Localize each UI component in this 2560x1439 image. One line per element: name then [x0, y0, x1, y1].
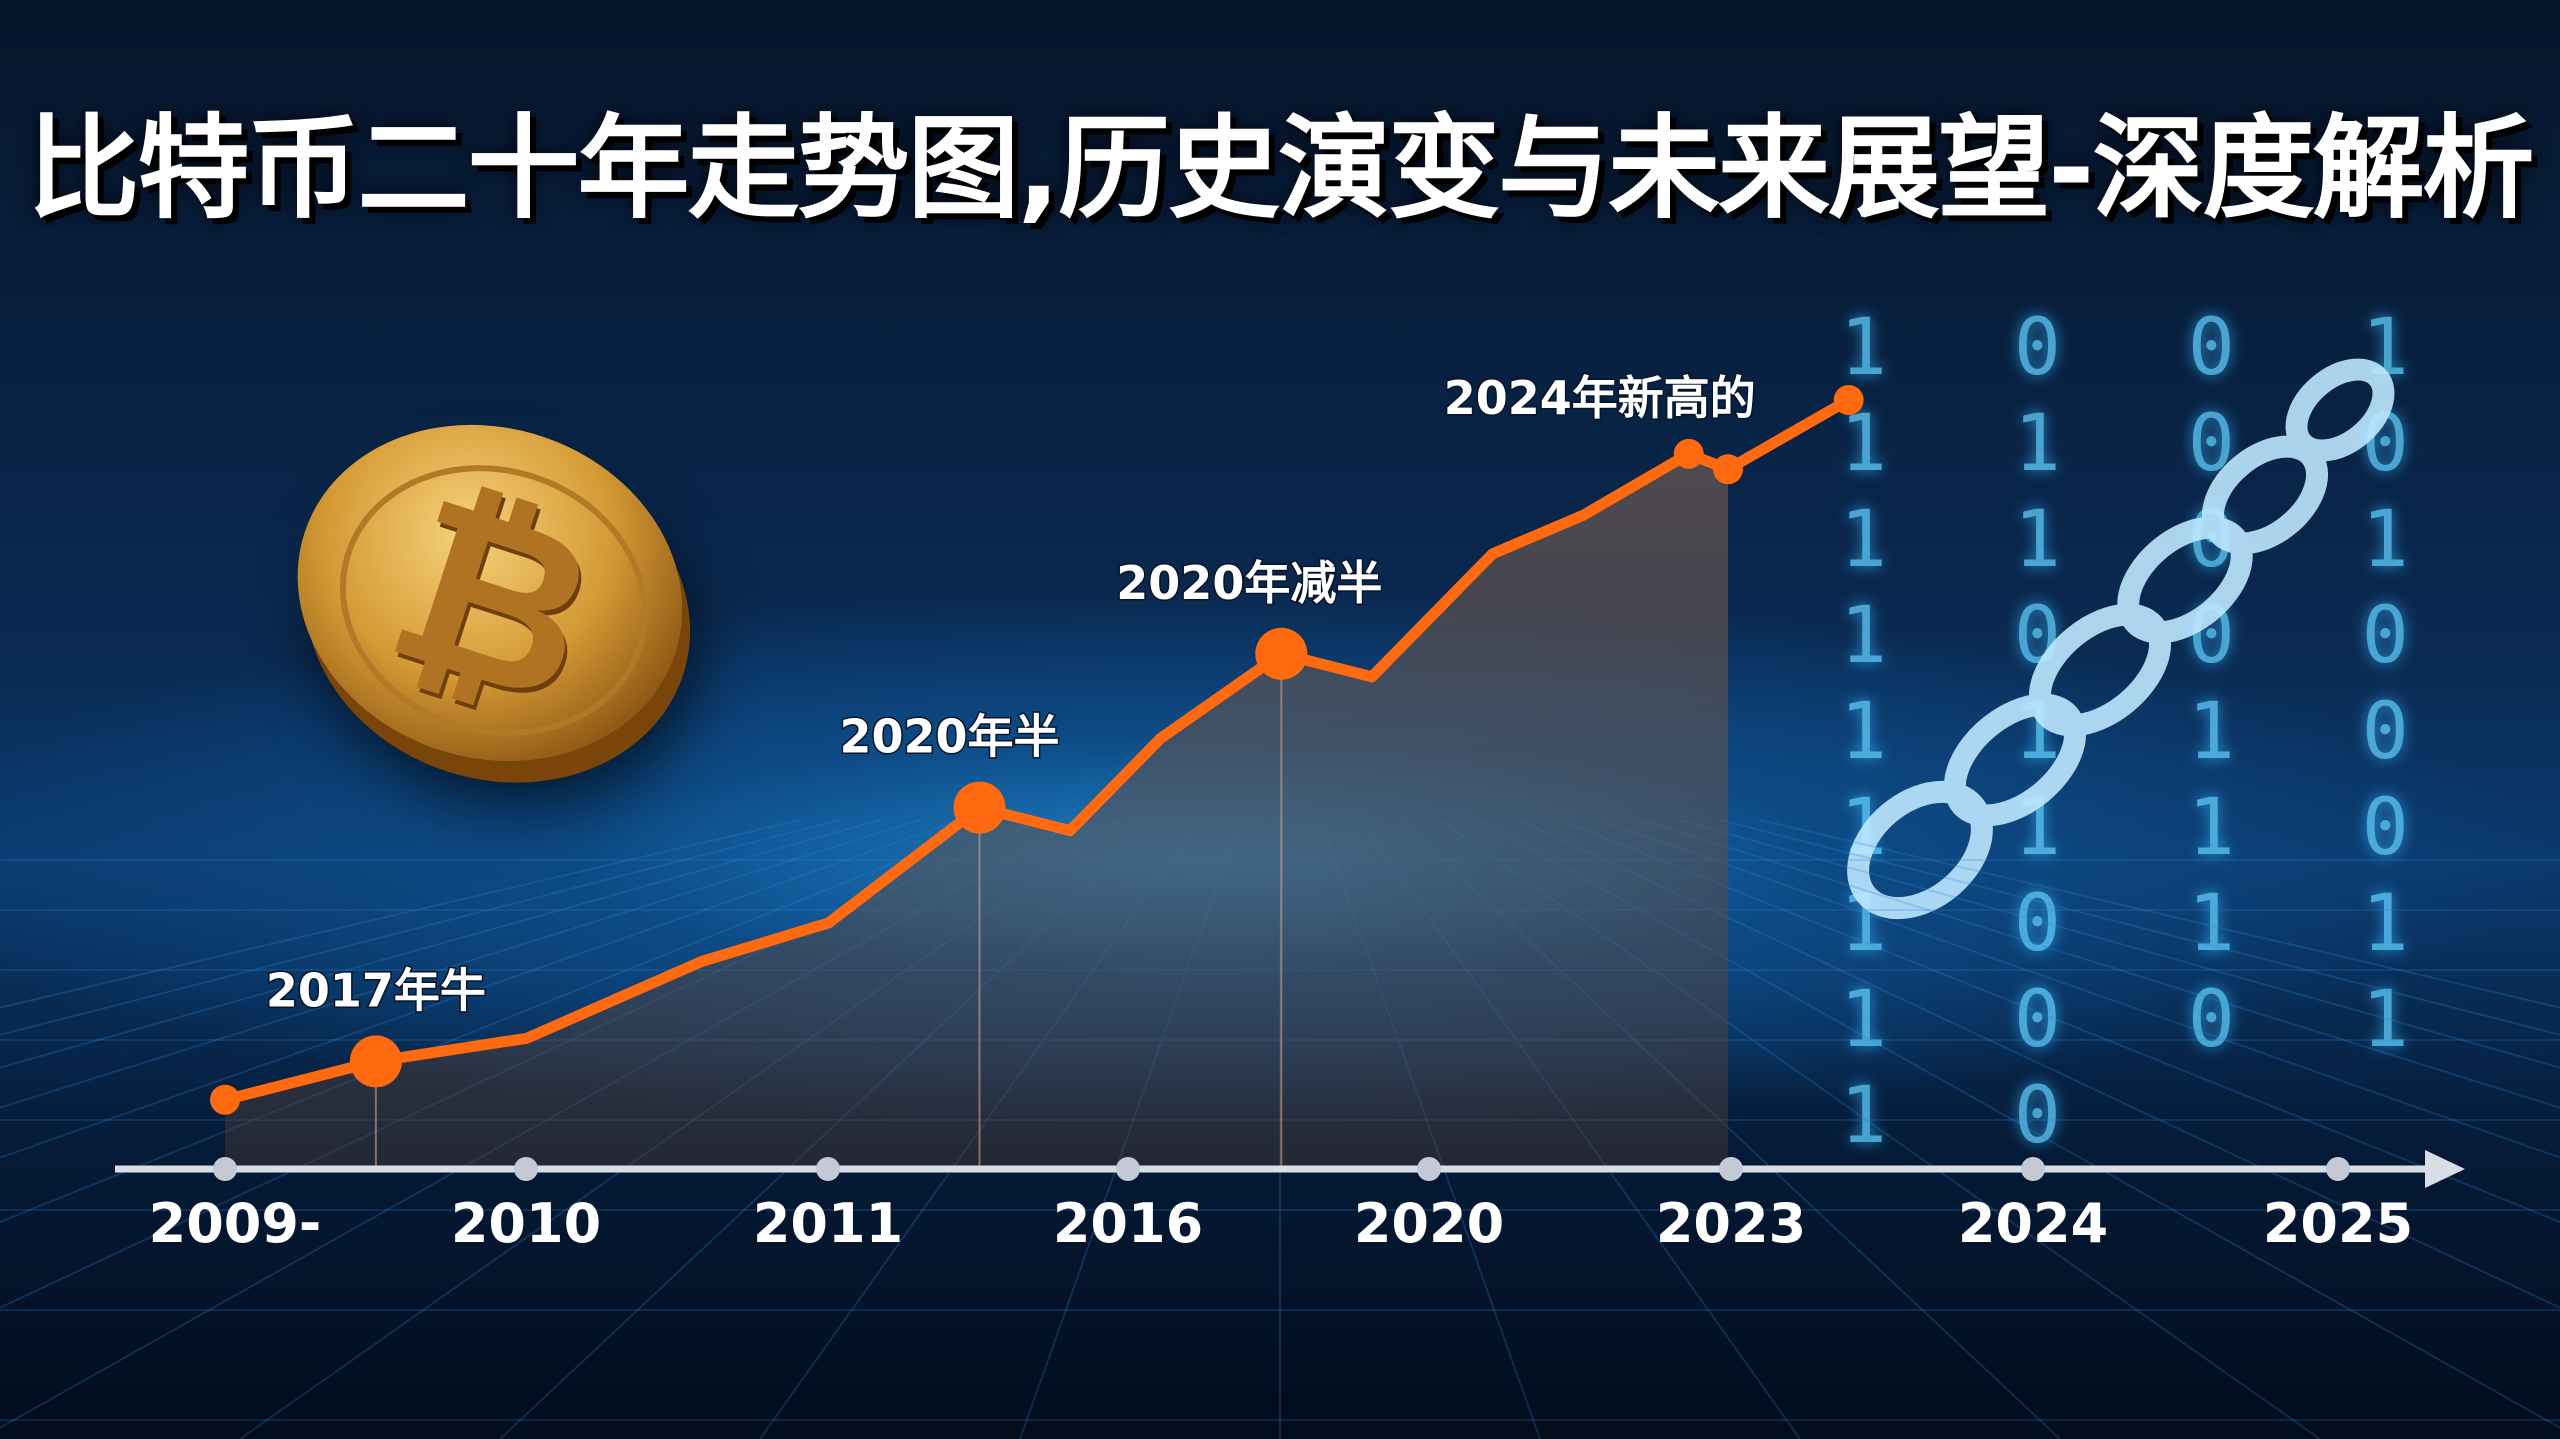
data-point-highlight — [1255, 627, 1308, 680]
x-tick-label: 2024 — [1958, 1192, 2108, 1255]
grid-line — [1759, 819, 2560, 1009]
x-tick-label: 2020 — [1354, 1192, 1504, 1255]
x-tick — [2021, 1157, 2045, 1181]
x-tick — [816, 1157, 840, 1181]
data-point — [1673, 438, 1704, 469]
grid-line — [0, 819, 881, 1069]
x-tick — [1417, 1157, 1441, 1181]
grid-line — [0, 819, 961, 1159]
x-tick-label: 2011 — [753, 1192, 903, 1255]
grid-line — [1679, 819, 2560, 1069]
data-point — [1833, 385, 1864, 415]
x-tick-label: 2016 — [1053, 1192, 1203, 1255]
grid-line — [1599, 819, 2560, 1159]
annotation-label: 2024年新高的 — [1444, 371, 1756, 425]
grid-line — [0, 819, 801, 1009]
x-axis-arrow-icon — [2425, 1150, 2465, 1188]
chain-icon — [1847, 358, 2395, 920]
grid-line — [1719, 819, 2560, 1036]
grid-line — [1519, 819, 2560, 1309]
x-tick — [2326, 1157, 2350, 1181]
grid-line — [0, 819, 841, 1036]
x-tick-label: 2010 — [451, 1192, 601, 1255]
data-point — [210, 1084, 240, 1115]
x-tick-label: 2023 — [1656, 1192, 1806, 1255]
page-title: 比特币二十年走势图,历史演变与未来展望-深度解析 — [27, 104, 2534, 234]
x-tick — [1116, 1157, 1140, 1181]
data-point-highlight — [349, 1035, 402, 1088]
grid-line — [0, 819, 921, 1109]
annotation-label: 2020年半 — [840, 710, 1060, 764]
data-point — [1712, 454, 1743, 485]
annotation-label: 2017年牛 — [266, 963, 486, 1017]
x-tick — [213, 1157, 237, 1181]
grid-line — [1639, 819, 2560, 1109]
x-tick-label: 2009- — [149, 1192, 322, 1255]
x-tick — [514, 1157, 538, 1181]
grid-line — [1559, 819, 2560, 1224]
x-tick — [1719, 1157, 1743, 1181]
series-line — [219, 394, 1855, 1106]
data-point-highlight — [953, 781, 1006, 834]
annotation-label: 2020年减半 — [1116, 556, 1382, 610]
x-tick-label: 2025 — [2263, 1192, 2413, 1255]
